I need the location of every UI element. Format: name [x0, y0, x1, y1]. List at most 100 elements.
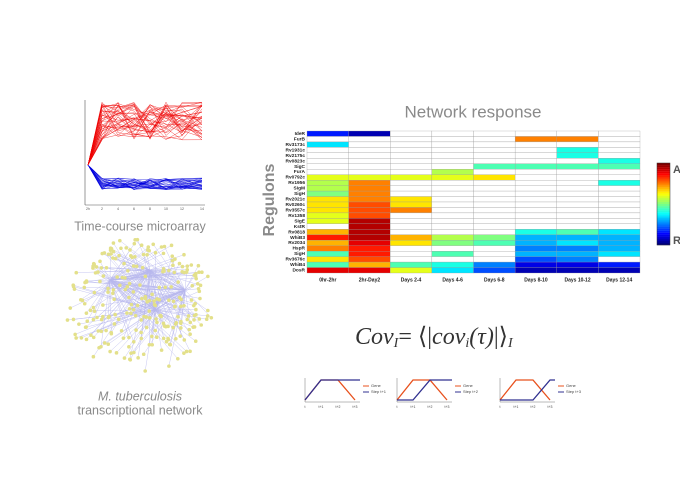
empty-cell	[598, 152, 641, 159]
colorbar-segment	[657, 165, 670, 168]
empty-cell	[473, 141, 516, 148]
row-label: Rv2034	[288, 240, 305, 246]
edge	[154, 271, 164, 311]
heatmap-cell	[306, 261, 349, 268]
edge	[113, 251, 186, 291]
colorbar-segment	[657, 187, 670, 190]
heatmap-cell	[556, 261, 599, 268]
heatmap-cell	[348, 223, 391, 230]
heatmap-cell	[348, 180, 391, 186]
node	[77, 322, 81, 326]
node	[133, 238, 137, 242]
node	[171, 325, 175, 330]
network-label: M. tuberculosis	[98, 389, 182, 403]
edge	[156, 289, 186, 300]
heatmap-cell	[598, 158, 641, 164]
legend-label: Step t+2	[463, 389, 479, 394]
edge	[109, 279, 187, 352]
empty-cell	[556, 218, 599, 224]
edge	[109, 279, 142, 321]
node	[127, 335, 131, 340]
formula: CovI= ⟨|covi(τ)|⟩I	[355, 324, 514, 352]
empty-cell	[514, 196, 557, 203]
empty-cell	[473, 180, 516, 186]
node	[154, 317, 158, 321]
node	[73, 332, 77, 337]
heatmap-cell	[306, 180, 349, 186]
node	[179, 297, 183, 302]
node	[84, 325, 88, 329]
heatmap-cell	[306, 267, 349, 274]
colorbar-segment	[657, 167, 670, 170]
node	[91, 354, 96, 359]
colorbar-segment	[657, 163, 670, 166]
node	[152, 299, 156, 303]
colorbar-segment	[657, 224, 670, 227]
edge	[168, 289, 186, 367]
edge	[149, 265, 173, 271]
heatmap-cell	[348, 245, 391, 252]
node	[80, 298, 85, 303]
node	[131, 264, 136, 268]
node	[141, 352, 146, 357]
node	[136, 356, 140, 360]
node	[155, 297, 159, 301]
empty-cell	[390, 190, 433, 197]
node	[176, 314, 180, 319]
heatmap-cell	[306, 251, 349, 257]
empty-cell	[598, 223, 641, 230]
empty-cell	[431, 141, 474, 148]
edge	[93, 279, 111, 320]
node	[141, 252, 146, 257]
empty-cell	[473, 169, 516, 175]
heatmap-cell	[306, 174, 349, 181]
node	[174, 336, 178, 341]
colorbar-segment	[657, 204, 670, 207]
expression-line	[87, 164, 203, 189]
edge	[154, 271, 183, 311]
node	[71, 284, 76, 289]
node	[127, 295, 131, 300]
node	[184, 349, 189, 354]
heatmap-cell	[473, 163, 516, 170]
row-label: Rv3173c	[286, 142, 306, 148]
empty-cell	[514, 158, 557, 164]
formula-part: |⟩	[494, 324, 508, 350]
node	[159, 348, 164, 352]
node	[111, 249, 116, 254]
x-tick-label: 2h	[86, 207, 90, 211]
colorbar-segment	[657, 169, 670, 172]
edge	[92, 266, 156, 311]
heatmap-cell	[306, 229, 349, 235]
empty-cell	[348, 169, 391, 175]
x-tick-label: 10	[164, 207, 168, 211]
node	[205, 314, 210, 318]
node	[189, 298, 194, 302]
row-label: WhiB4	[290, 262, 305, 268]
colorbar-segment	[657, 179, 670, 182]
node	[96, 329, 101, 333]
x-tick-label: t	[500, 405, 501, 409]
edge	[109, 279, 112, 334]
heatmap-cell	[598, 240, 641, 246]
heatmap-cell	[348, 261, 391, 268]
edge	[84, 287, 186, 291]
empty-cell	[473, 136, 516, 143]
row-label: Rv2021c	[286, 197, 306, 203]
edge	[109, 270, 169, 281]
heatmap-cell	[306, 130, 349, 137]
network-graphic	[65, 237, 214, 373]
empty-cell	[473, 229, 516, 235]
empty-cell	[431, 212, 474, 219]
empty-cell	[514, 223, 557, 230]
node	[143, 296, 148, 301]
empty-cell	[473, 212, 516, 219]
node	[128, 248, 132, 252]
node	[180, 264, 185, 269]
node	[193, 339, 198, 344]
edge	[173, 289, 186, 302]
heatmap-cell	[598, 229, 641, 235]
empty-cell	[514, 201, 557, 208]
edge	[149, 269, 188, 320]
node	[190, 283, 195, 288]
